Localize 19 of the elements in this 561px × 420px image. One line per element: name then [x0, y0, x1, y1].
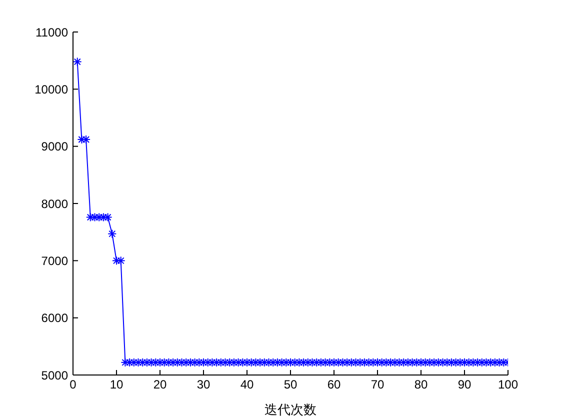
y-tick-label: 5000 — [41, 368, 68, 382]
x-tick-label: 50 — [284, 378, 298, 392]
x-axis-title: 迭代次数 — [264, 402, 316, 417]
x-tick-label: 10 — [110, 378, 124, 392]
x-tick-label: 80 — [414, 378, 428, 392]
x-tick-label: 40 — [240, 378, 254, 392]
x-tick-label: 100 — [498, 378, 518, 392]
y-tick-label: 6000 — [41, 311, 68, 326]
x-tick-label: 0 — [70, 378, 77, 392]
y-tick-label: 8000 — [41, 196, 68, 211]
y-tick-label: 7000 — [41, 254, 68, 268]
x-tick-label: 30 — [196, 378, 210, 392]
y-tick-label: 9000 — [41, 140, 68, 154]
y-tick-label: 10000 — [34, 82, 68, 96]
y-tick-label: 11000 — [36, 25, 68, 40]
x-tick-label: 70 — [370, 378, 384, 392]
x-tick-label: 90 — [458, 378, 472, 392]
x-tick-label: 60 — [327, 378, 341, 392]
x-tick-label: 20 — [153, 378, 167, 392]
